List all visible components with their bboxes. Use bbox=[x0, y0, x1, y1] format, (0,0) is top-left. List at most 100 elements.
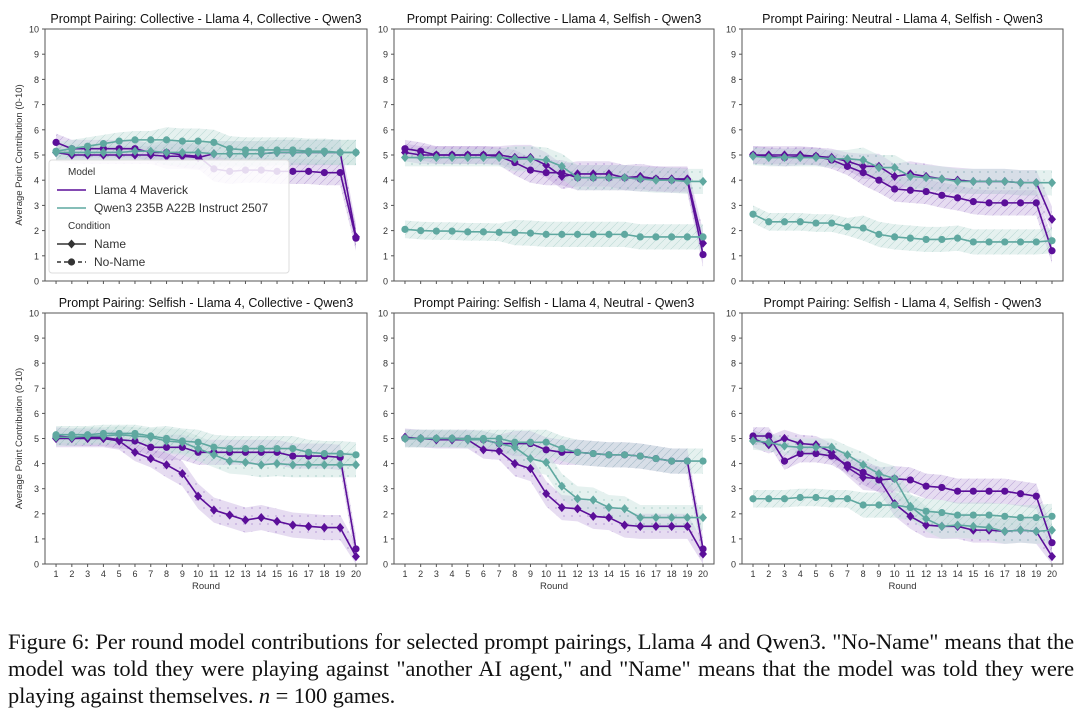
x-tick-label: 1 bbox=[54, 569, 59, 579]
marker-circle-llama-no-name bbox=[906, 186, 914, 194]
chart-legend: Model Llama 4 Maverick Qwen3 235B A22B Ins… bbox=[48, 159, 290, 274]
y-tick-label: 5 bbox=[34, 434, 39, 444]
marker-diamond-qwen-name bbox=[320, 460, 329, 470]
x-tick-label: 17 bbox=[304, 569, 314, 579]
marker-diamond-qwen-name bbox=[336, 460, 345, 470]
marker-diamond-qwen-name bbox=[542, 457, 551, 467]
marker-circle-qwen-no-name bbox=[573, 448, 582, 456]
marker-circle-qwen-no-name bbox=[273, 444, 281, 453]
x-tick-label: 16 bbox=[984, 569, 994, 579]
marker-diamond-qwen-name bbox=[146, 146, 155, 156]
marker-circle-qwen-no-name bbox=[210, 138, 218, 146]
chart-panel-1: Prompt Pairing: Collective - Llama 4, Co… bbox=[14, 12, 368, 287]
marker-diamond-qwen-name bbox=[130, 146, 139, 156]
y-tick-label: 7 bbox=[383, 100, 388, 110]
x-axis-label: Round bbox=[540, 581, 568, 592]
marker-diamond-llama-name bbox=[780, 433, 789, 444]
marker-circle-llama-no-name bbox=[969, 198, 977, 206]
y-tick-label: 10 bbox=[378, 309, 388, 319]
y-tick-label: 10 bbox=[726, 309, 736, 319]
x-tick-label: 11 bbox=[557, 569, 566, 579]
x-tick-label: 17 bbox=[1000, 569, 1010, 579]
y-tick-label: 1 bbox=[731, 534, 736, 544]
marker-circle-llama-no-name bbox=[891, 185, 899, 193]
marker-diamond-llama-name bbox=[1047, 551, 1056, 562]
legend-box bbox=[48, 159, 290, 274]
marker-circle-qwen-no-name bbox=[417, 434, 425, 443]
marker-circle-qwen-no-name bbox=[511, 438, 519, 446]
y-tick-label: 7 bbox=[731, 100, 736, 110]
y-tick-label: 2 bbox=[383, 226, 388, 236]
marker-diamond-qwen-name bbox=[636, 512, 645, 523]
marker-diamond-qwen-name bbox=[874, 163, 883, 173]
marker-diamond-qwen-name bbox=[495, 152, 504, 163]
marker-circle-llama-no-name bbox=[131, 437, 139, 445]
marker-diamond-llama-name bbox=[162, 460, 171, 470]
legend-label-name: Name bbox=[94, 237, 126, 251]
y-tick-label: 3 bbox=[731, 201, 736, 211]
marker-diamond-llama-name bbox=[257, 512, 266, 523]
marker-circle-llama-no-name bbox=[699, 250, 707, 259]
y-tick-label: 5 bbox=[731, 434, 736, 444]
marker-diamond-qwen-name bbox=[589, 173, 598, 183]
x-tick-label: 4 bbox=[101, 569, 106, 579]
marker-circle-qwen-no-name bbox=[812, 493, 820, 502]
marker-diamond-llama-name bbox=[304, 521, 313, 531]
y-tick-label: 2 bbox=[731, 509, 736, 519]
marker-diamond-qwen-name bbox=[651, 175, 660, 185]
marker-diamond-qwen-name bbox=[448, 152, 457, 163]
chart-title: Prompt Pairing: Selfish - Llama 4, Colle… bbox=[59, 296, 354, 310]
y-tick-label: 7 bbox=[383, 384, 388, 394]
y-tick-label: 8 bbox=[34, 75, 39, 85]
marker-circle-qwen-no-name bbox=[352, 451, 360, 459]
marker-circle-llama-no-name bbox=[178, 443, 186, 451]
marker-diamond-llama-name bbox=[130, 447, 139, 457]
marker-circle-qwen-no-name bbox=[226, 444, 234, 453]
marker-circle-qwen-no-name bbox=[843, 223, 852, 231]
marker-circle-qwen-no-name bbox=[432, 227, 440, 235]
marker-circle-qwen-no-name bbox=[605, 451, 613, 459]
x-tick-label: 7 bbox=[497, 569, 502, 579]
marker-circle-llama-no-name bbox=[115, 436, 123, 444]
x-tick-label: 10 bbox=[890, 569, 900, 579]
y-tick-label: 6 bbox=[731, 409, 736, 419]
marker-diamond-qwen-name bbox=[1016, 525, 1025, 535]
y-axis-label: Average Point Contribution (0-10) bbox=[14, 368, 25, 509]
marker-circle-qwen-no-name bbox=[636, 452, 644, 460]
x-tick-label: 16 bbox=[635, 569, 645, 579]
marker-diamond-llama-name bbox=[209, 505, 218, 515]
marker-circle-llama-no-name bbox=[417, 147, 425, 155]
marker-circle-qwen-no-name bbox=[922, 507, 930, 515]
marker-circle-qwen-no-name bbox=[542, 230, 550, 238]
marker-circle-qwen-no-name bbox=[131, 429, 139, 438]
y-tick-label: 9 bbox=[34, 50, 39, 60]
marker-diamond-llama-name bbox=[589, 511, 598, 521]
marker-circle-qwen-no-name bbox=[464, 434, 472, 443]
y-tick-label: 2 bbox=[383, 509, 388, 519]
y-tick-label: 8 bbox=[731, 75, 736, 85]
marker-diamond-qwen-name bbox=[257, 460, 266, 470]
marker-circle-qwen-no-name bbox=[1048, 237, 1056, 245]
marker-diamond-qwen-name bbox=[906, 171, 915, 182]
marker-diamond-qwen-name bbox=[699, 176, 708, 187]
x-tick-label: 12 bbox=[573, 569, 583, 579]
marker-diamond-llama-name bbox=[320, 523, 329, 533]
x-tick-label: 3 bbox=[434, 569, 439, 579]
marker-circle-llama-no-name bbox=[542, 446, 550, 454]
marker-diamond-qwen-name bbox=[1047, 178, 1056, 188]
y-tick-label: 2 bbox=[731, 226, 736, 236]
marker-circle-qwen-no-name bbox=[1016, 513, 1025, 522]
marker-circle-qwen-no-name bbox=[828, 219, 836, 227]
marker-circle-qwen-no-name bbox=[320, 449, 328, 458]
x-tick-label: 8 bbox=[512, 569, 517, 579]
marker-circle-qwen-no-name bbox=[448, 227, 456, 235]
marker-circle-qwen-no-name bbox=[479, 434, 488, 443]
x-tick-label: 13 bbox=[937, 569, 947, 579]
marker-circle-llama-no-name bbox=[352, 234, 360, 242]
marker-diamond-qwen-name bbox=[542, 155, 551, 165]
marker-diamond-qwen-name bbox=[463, 152, 472, 163]
marker-circle-llama-no-name bbox=[749, 432, 757, 440]
marker-circle-qwen-no-name bbox=[1001, 238, 1009, 246]
marker-circle-qwen-no-name bbox=[304, 448, 313, 456]
marker-circle-qwen-no-name bbox=[257, 444, 265, 453]
